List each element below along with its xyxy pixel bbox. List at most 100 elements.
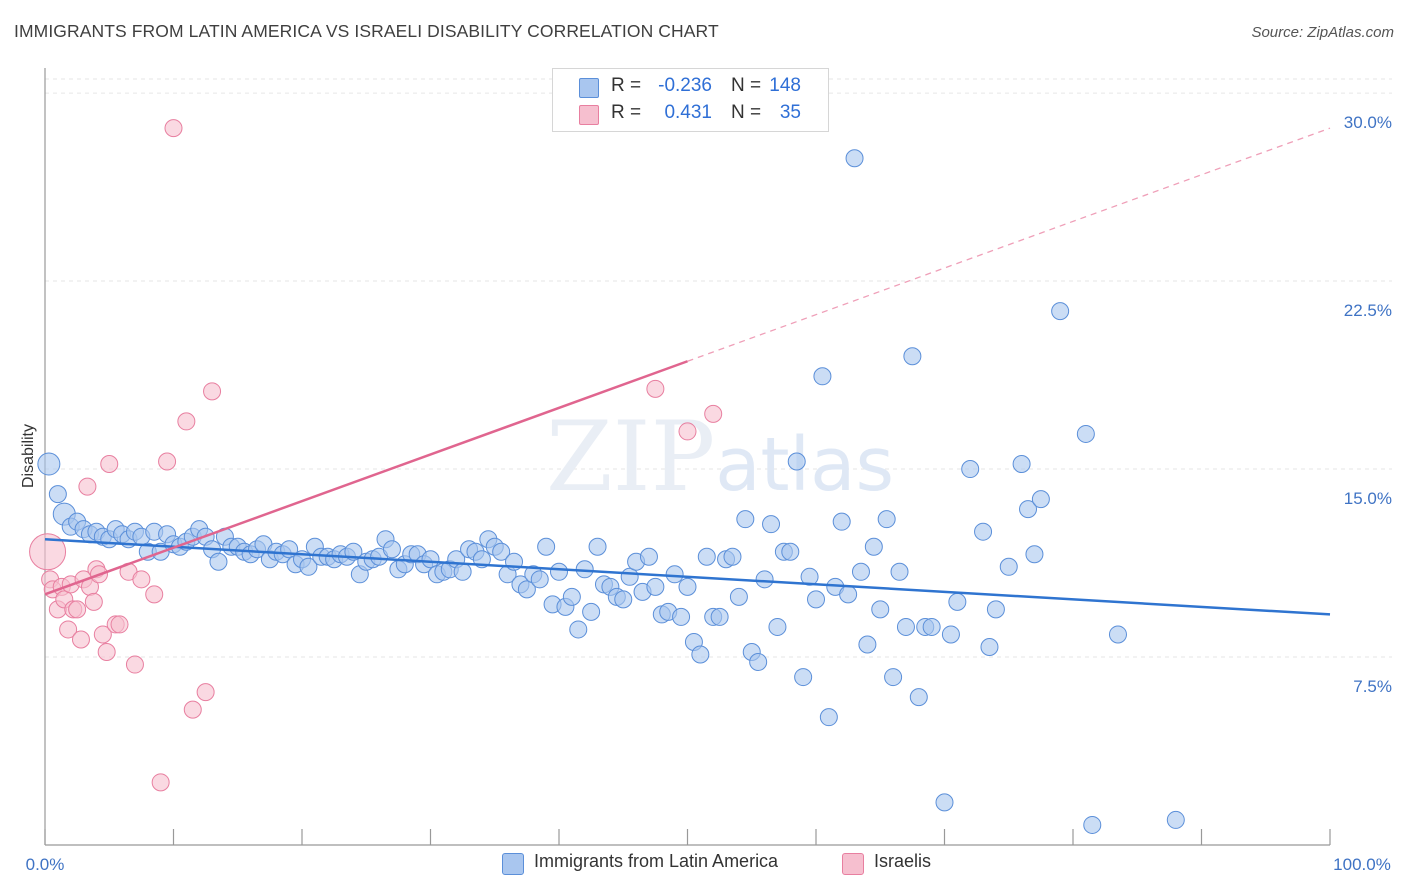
- data-point: [697, 547, 716, 566]
- legend-r-value: -0.236: [658, 75, 712, 96]
- data-point: [517, 580, 536, 599]
- y-tick-label: 7.5%: [1353, 677, 1392, 696]
- data-point: [871, 600, 890, 619]
- data-point: [729, 587, 748, 606]
- data-point: [749, 653, 768, 672]
- trend-line-israelis: [44, 360, 688, 596]
- data-point: [562, 587, 581, 606]
- data-point: [1076, 424, 1095, 443]
- x-tick-label-min: 0.0%: [26, 855, 65, 874]
- watermark-zip: ZIP: [546, 401, 715, 513]
- data-point: [678, 577, 697, 596]
- y-axis-title: Disability: [20, 424, 37, 488]
- data-point: [974, 522, 993, 541]
- data-point: [1108, 625, 1127, 644]
- data-point: [183, 700, 202, 719]
- data-point: [1019, 500, 1038, 519]
- data-point: [646, 379, 665, 398]
- legend-row-pink: R = 0.431 N = 35: [553, 102, 828, 128]
- data-point: [1025, 545, 1044, 564]
- data-point: [922, 617, 941, 636]
- source-credit: Source: ZipAtlas.com: [1251, 24, 1394, 41]
- data-point: [151, 773, 170, 792]
- data-point: [48, 485, 67, 504]
- trend-lines: [44, 127, 1331, 616]
- data-point: [736, 510, 755, 529]
- legend-r-label: R =: [611, 102, 642, 123]
- data-point: [29, 533, 67, 571]
- data-point: [819, 708, 838, 727]
- correlation-legend: R = -0.236 N = 148 R = 0.431 N = 35: [552, 68, 829, 132]
- data-point: [909, 688, 928, 707]
- legend-n-label: N =: [731, 75, 762, 96]
- data-point: [813, 367, 832, 386]
- x-tick-label-max: 100.0%: [1333, 855, 1391, 874]
- data-point: [537, 537, 556, 556]
- data-point: [382, 540, 401, 559]
- data-point: [948, 592, 967, 611]
- data-point: [890, 562, 909, 581]
- data-point: [691, 645, 710, 664]
- data-point: [678, 422, 697, 441]
- trend-line-latin-america: [44, 537, 1331, 616]
- data-point: [723, 547, 742, 566]
- data-point: [704, 404, 723, 423]
- data-point: [999, 557, 1018, 576]
- legend-row-blue: R = -0.236 N = 148: [553, 75, 828, 101]
- data-point: [665, 565, 684, 584]
- data-point: [110, 615, 129, 634]
- data-point: [530, 570, 549, 589]
- data-point: [646, 577, 665, 596]
- y-tick-label: 22.5%: [1344, 301, 1392, 320]
- legend-r-label: R =: [611, 75, 642, 96]
- data-point: [672, 607, 691, 626]
- legend-r-value: 0.431: [664, 102, 712, 123]
- data-point: [800, 567, 819, 586]
- y-tick-label: 30.0%: [1344, 113, 1392, 132]
- data-point: [209, 552, 228, 571]
- data-point: [896, 617, 915, 636]
- legend-swatch-blue: [579, 78, 599, 98]
- data-point: [614, 590, 633, 609]
- legend-n-label: N =: [731, 102, 762, 123]
- data-point: [453, 562, 472, 581]
- data-point: [755, 570, 774, 589]
- data-point: [639, 547, 658, 566]
- data-point: [762, 515, 781, 534]
- legend-swatch-pink: [579, 105, 599, 125]
- legend-n-value: 35: [779, 102, 801, 123]
- data-point: [839, 585, 858, 604]
- data-point: [941, 625, 960, 644]
- data-point: [858, 635, 877, 654]
- data-point: [158, 452, 177, 471]
- data-point: [93, 625, 112, 644]
- data-point: [851, 562, 870, 581]
- y-tick-label: 15.0%: [1344, 489, 1392, 508]
- data-point: [97, 643, 116, 662]
- data-point: [980, 637, 999, 656]
- grid-lines: [45, 78, 1392, 658]
- data-point: [569, 620, 588, 639]
- data-point: [421, 550, 440, 569]
- data-point: [877, 510, 896, 529]
- x-axis-ticks: [44, 829, 1331, 845]
- data-point: [1166, 810, 1185, 829]
- data-point: [78, 477, 97, 496]
- data-point: [588, 537, 607, 556]
- data-point: [132, 570, 151, 589]
- data-point: [794, 668, 813, 687]
- data-point: [177, 412, 196, 431]
- data-point: [864, 537, 883, 556]
- data-point: [620, 567, 639, 586]
- data-point: [1051, 302, 1070, 321]
- data-point: [196, 683, 215, 702]
- data-point: [710, 607, 729, 626]
- data-point: [550, 562, 568, 581]
- bottom-legend-swatch-blue: [502, 853, 524, 875]
- data-point: [787, 452, 806, 471]
- data-point: [299, 557, 318, 576]
- data-point: [1031, 490, 1050, 509]
- data-point: [203, 382, 222, 401]
- data-point: [884, 668, 903, 687]
